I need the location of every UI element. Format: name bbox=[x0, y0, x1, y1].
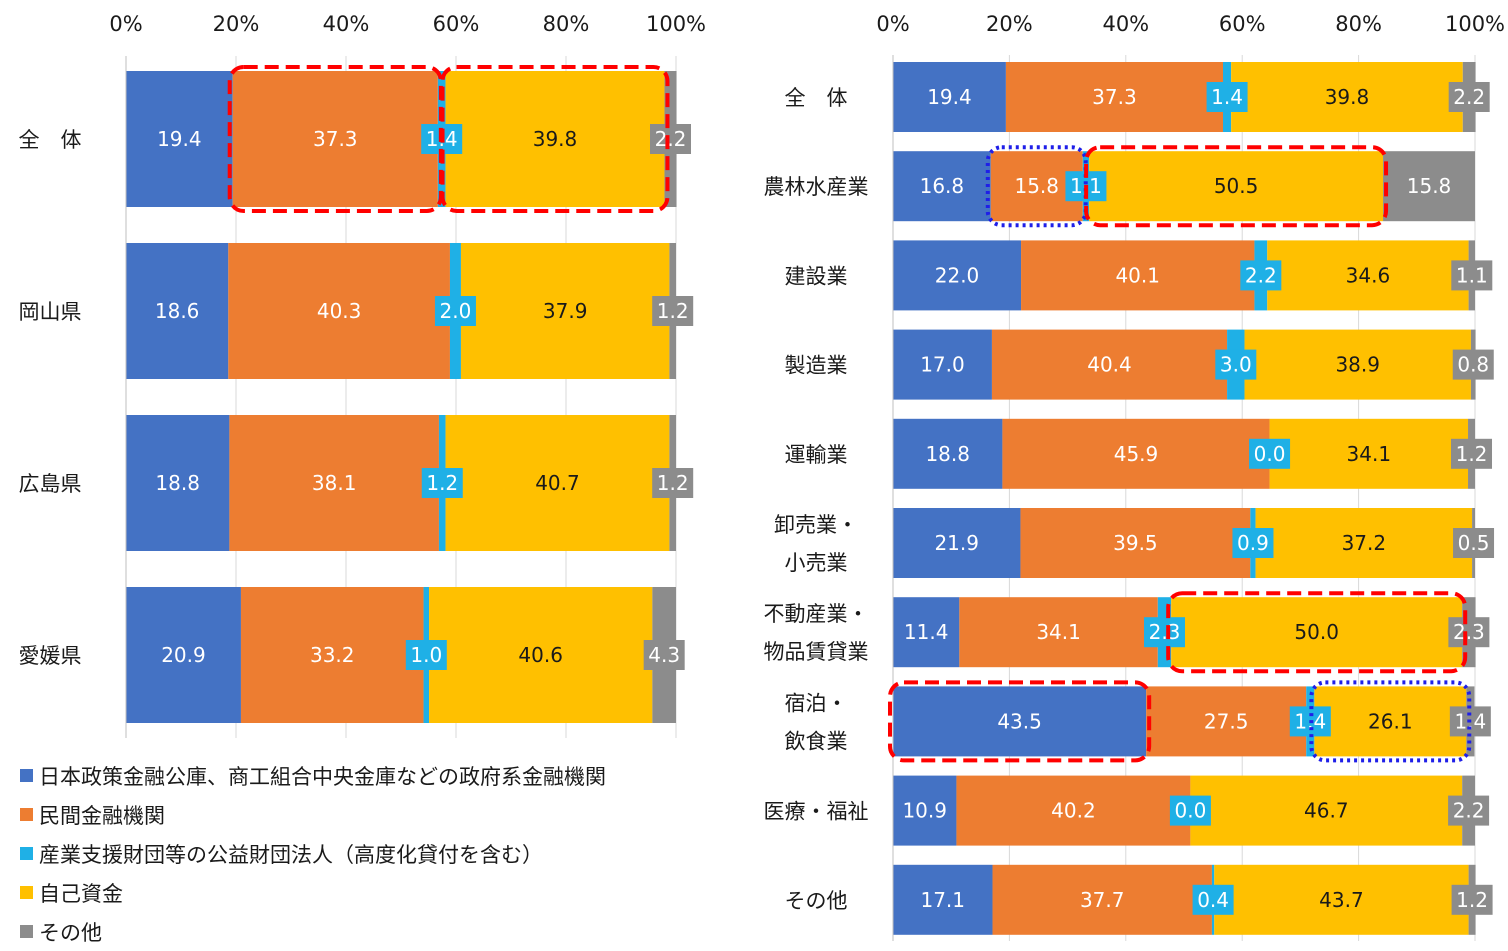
data-label: 18.8 bbox=[155, 471, 200, 495]
legend-item-own-funds: 自己資金 bbox=[20, 873, 606, 912]
x-tick-label: 0% bbox=[109, 12, 142, 36]
data-label: 20.9 bbox=[161, 643, 206, 667]
bar-segment-private bbox=[228, 243, 450, 379]
category-label: 広島県 bbox=[19, 472, 82, 496]
bar-segment-own-funds bbox=[460, 243, 670, 379]
data-label: 37.3 bbox=[313, 127, 358, 151]
legend-item-government: 日本政策金融公庫、商工組合中央金庫などの政府系金融機関 bbox=[20, 756, 606, 795]
x-tick-label: 80% bbox=[543, 12, 590, 36]
data-label-box bbox=[643, 640, 685, 670]
bar-segment-government bbox=[126, 243, 229, 379]
bar-segment-own-funds bbox=[445, 415, 670, 551]
data-label: 40.7 bbox=[535, 471, 580, 495]
legend-item-public-foundation: 産業支援財団等の公益財団法人（高度化貸付を含む） bbox=[20, 834, 606, 873]
category-label: 愛媛県 bbox=[19, 644, 82, 668]
legend-label-public-foundation: 産業支援財団等の公益財団法人（高度化貸付を含む） bbox=[39, 842, 543, 867]
legend-label-own-funds: 自己資金 bbox=[39, 881, 123, 906]
bar-segment-government bbox=[126, 415, 230, 551]
data-label-box bbox=[421, 468, 463, 498]
data-label: 1.2 bbox=[426, 471, 458, 495]
legend-label-other: その他 bbox=[39, 920, 102, 945]
data-label-box bbox=[434, 296, 476, 326]
data-label: 4.3 bbox=[648, 643, 680, 667]
x-tick-label: 100% bbox=[646, 12, 706, 36]
bar-group: 18.6 40.3 2.0 37.9 1.2 bbox=[126, 243, 694, 379]
data-label: 1.0 bbox=[410, 643, 442, 667]
data-label-box bbox=[652, 296, 694, 326]
data-label: 2.0 bbox=[440, 299, 472, 323]
legend-swatch-government bbox=[20, 769, 33, 782]
bar-group: 20.9 33.2 1.0 40.6 4.3 bbox=[126, 587, 685, 723]
data-label: 18.6 bbox=[155, 299, 200, 323]
x-tick-label: 40% bbox=[323, 12, 370, 36]
x-tick-label: 60% bbox=[433, 12, 480, 36]
legend-swatch-own-funds bbox=[20, 886, 33, 899]
bar-segment-private bbox=[229, 415, 439, 551]
data-label: 40.3 bbox=[317, 299, 362, 323]
data-label: 19.4 bbox=[157, 127, 202, 151]
bar-segment-private bbox=[232, 71, 438, 207]
bar-segment-government bbox=[126, 71, 233, 207]
data-label: 33.2 bbox=[310, 643, 355, 667]
data-label: 37.9 bbox=[543, 299, 588, 323]
data-label: 38.1 bbox=[312, 471, 357, 495]
bar-group: 19.4 37.3 1.4 39.8 2.2 bbox=[126, 71, 691, 207]
category-label: 岡山県 bbox=[19, 300, 82, 324]
legend-swatch-other bbox=[20, 925, 33, 938]
legend-label-private: 民間金融機関 bbox=[39, 803, 165, 828]
data-label-box bbox=[405, 640, 447, 670]
data-label: 40.6 bbox=[518, 643, 563, 667]
x-tick-label: 20% bbox=[213, 12, 260, 36]
data-label: 1.2 bbox=[657, 471, 689, 495]
legend: 日本政策金融公庫、商工組合中央金庫などの政府系金融機関 民間金融機関 産業支援財… bbox=[20, 756, 606, 951]
bar-segment-own-funds bbox=[445, 71, 665, 207]
legend-item-other: その他 bbox=[20, 912, 606, 951]
highlight-red-dashed bbox=[440, 65, 670, 213]
bar-segment-own-funds bbox=[429, 587, 653, 723]
category-label: 全 体 bbox=[19, 128, 82, 152]
legend-swatch-public-foundation bbox=[20, 847, 33, 860]
bar-group: 18.8 38.1 1.2 40.7 1.2 bbox=[126, 415, 694, 551]
data-label: 1.2 bbox=[657, 299, 689, 323]
legend-item-private: 民間金融機関 bbox=[20, 795, 606, 834]
data-label-box bbox=[652, 468, 694, 498]
data-label: 2.2 bbox=[655, 127, 687, 151]
bar-segment-government bbox=[126, 587, 241, 723]
data-label-box bbox=[650, 124, 691, 154]
legend-swatch-private bbox=[20, 808, 33, 821]
data-label: 39.8 bbox=[533, 127, 578, 151]
legend-label-government: 日本政策金融公庫、商工組合中央金庫などの政府系金融機関 bbox=[39, 764, 606, 789]
bar-segment-private bbox=[240, 587, 424, 723]
